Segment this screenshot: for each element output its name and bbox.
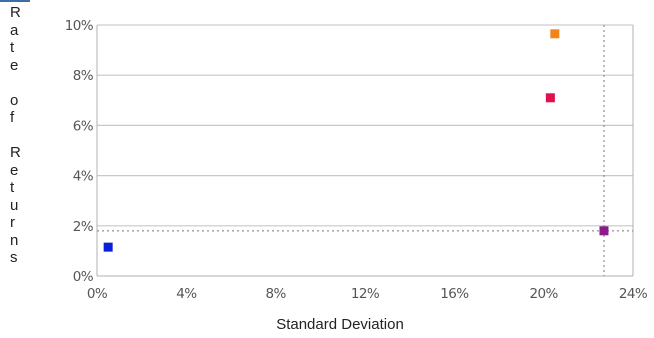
header-accent-bar [0, 0, 30, 2]
y-tick-label-1: 2% [73, 219, 94, 235]
x-tick-label-5: 20% [530, 286, 559, 302]
y-axis-label-char-2: t [10, 39, 15, 56]
data-point-0 [103, 242, 113, 252]
y-axis-label-char-10: t [10, 179, 15, 196]
y-axis-label-char-12: r [10, 214, 15, 231]
x-tick-label-2: 8% [266, 286, 287, 302]
y-axis-label-char-9: e [10, 161, 19, 179]
y-tick-label-0: 0% [73, 269, 94, 285]
data-point-1 [545, 93, 555, 103]
y-tick-label-4: 8% [73, 68, 94, 84]
x-tick-label-4: 16% [440, 286, 469, 302]
y-axis-label-char-1: a [10, 21, 19, 39]
y-axis-label-char-8: R [10, 144, 21, 161]
y-tick-label-3: 6% [73, 118, 94, 134]
y-tick-label-2: 4% [73, 169, 94, 185]
y-axis-label-char-6: f [10, 109, 15, 126]
y-tick-label-5: 10% [65, 18, 94, 34]
y-axis-label-char-11: u [10, 196, 19, 214]
x-axis-label: Standard Deviation [276, 316, 404, 333]
x-tick-label-3: 12% [351, 286, 380, 302]
y-axis-label-char-0: R [10, 4, 21, 21]
data-point-3 [599, 226, 609, 236]
x-tick-label-6: 24% [619, 286, 648, 302]
x-tick-label-0: 0% [87, 286, 108, 302]
x-tick-label-1: 4% [176, 286, 197, 302]
y-axis-label-char-3: e [10, 56, 19, 74]
y-axis-label-char-13: n [10, 231, 19, 249]
y-axis-label-char-14: s [10, 249, 18, 266]
y-axis-label-char-5: o [10, 91, 19, 109]
data-point-2 [550, 29, 560, 39]
